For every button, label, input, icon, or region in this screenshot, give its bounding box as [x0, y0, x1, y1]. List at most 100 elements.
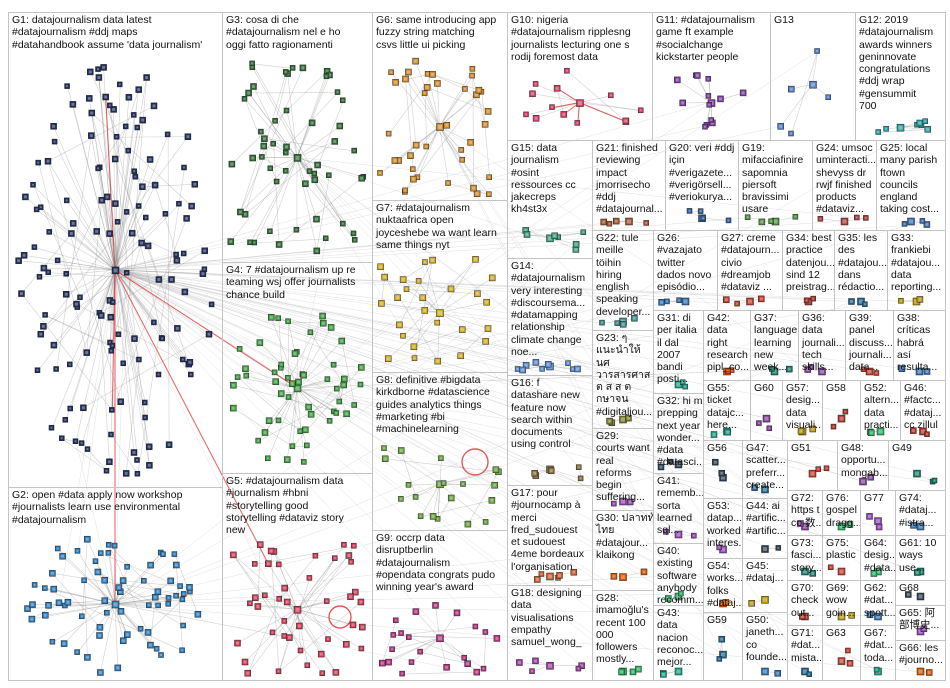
node-avatar-highlight: [43, 613, 47, 617]
edge: [296, 157, 356, 241]
node-avatar-highlight: [313, 178, 317, 182]
group-label: G57: desig... data visuali...: [783, 381, 822, 431]
edge: [384, 448, 440, 485]
group-label-line: G73:: [791, 537, 814, 549]
node-avatar-highlight: [273, 371, 276, 374]
node-avatar-highlight: [546, 362, 550, 366]
node-avatar-highlight: [632, 316, 636, 320]
node: [234, 639, 241, 647]
node: [874, 612, 882, 621]
node: [473, 668, 481, 676]
node-avatar-highlight: [185, 216, 189, 220]
node: [758, 218, 766, 226]
node-avatar-highlight: [776, 671, 780, 675]
group-box-g75: G75: plastic: [822, 535, 861, 581]
node: [381, 455, 389, 463]
group-label-line: #dataj...: [746, 572, 784, 585]
edge: [176, 564, 183, 651]
edge: [296, 71, 328, 158]
group-label-line: G31: di: [657, 312, 691, 324]
node: [436, 634, 444, 643]
node: [267, 547, 275, 555]
node-avatar-highlight: [55, 368, 58, 370]
edge: [701, 217, 730, 222]
node: [184, 133, 192, 140]
edge: [382, 620, 397, 664]
group-label-line: G16: f: [511, 377, 540, 389]
edge: [114, 269, 190, 365]
group-label-line: #datajou...: [838, 256, 888, 269]
node: [532, 359, 540, 366]
node: [275, 241, 283, 248]
node-avatar-highlight: [66, 85, 69, 88]
edge: [76, 303, 189, 365]
edge: [233, 554, 324, 674]
edge: [437, 458, 442, 520]
group-label-line: resulta...: [897, 361, 938, 374]
group-label: G62: #dat... spott...: [861, 581, 895, 619]
node: [381, 445, 387, 451]
node: [402, 75, 409, 83]
node: [846, 521, 854, 528]
node-avatar-highlight: [471, 74, 474, 77]
node: [275, 668, 282, 675]
group-label-line: #datajournalism: [859, 26, 934, 39]
node: [285, 318, 291, 325]
node-avatar-highlight: [721, 547, 725, 552]
node: [54, 545, 61, 552]
group-label: G43: data nacion reconoc... mejor...: [654, 606, 703, 668]
node-avatar-highlight: [305, 444, 308, 447]
node: [117, 608, 125, 615]
node: [297, 428, 303, 435]
node-avatar-highlight: [310, 121, 314, 125]
edge: [262, 157, 287, 172]
group-label: G59: [704, 613, 742, 626]
node-avatar-highlight: [175, 594, 178, 597]
node: [868, 429, 875, 437]
node: [317, 650, 325, 658]
group-label-line: jakecreps: [511, 191, 556, 204]
node: [282, 168, 289, 174]
edge: [439, 277, 493, 313]
node: [333, 410, 340, 416]
group-label-line: reconoc...: [657, 643, 704, 656]
edge: [24, 255, 116, 271]
group-label-line: https t: [791, 504, 820, 517]
group-label-line: products: [816, 191, 857, 204]
edge: [252, 67, 316, 180]
node: [254, 603, 262, 610]
node-avatar-highlight: [181, 649, 184, 652]
node-avatar-highlight: [38, 275, 41, 278]
node: [296, 622, 303, 630]
node-avatar-highlight: [726, 430, 730, 434]
node: [462, 86, 468, 92]
node-avatar-highlight: [30, 617, 34, 621]
node-avatar-highlight: [329, 325, 333, 329]
group-box-g17: G17: pour #journocamp à merci fred_sudouest…: [507, 485, 593, 586]
group-label-line: feature now: [511, 401, 566, 414]
edge: [114, 269, 716, 463]
node: [460, 481, 466, 487]
node-avatar-highlight: [127, 95, 131, 99]
node-avatar-highlight: [278, 597, 281, 600]
edge: [66, 200, 102, 275]
edge: [278, 601, 362, 673]
group-box-g2: G2: open #data apply now workshop #journa…: [8, 487, 223, 681]
node-avatar-highlight: [338, 124, 342, 128]
edge: [75, 441, 116, 605]
node-avatar-highlight: [60, 437, 63, 440]
edge: [439, 471, 499, 485]
edge: [296, 157, 765, 672]
node: [394, 294, 401, 301]
edge: [89, 98, 116, 270]
node-avatar-highlight: [144, 416, 147, 419]
group-label-line: story...: [791, 561, 822, 574]
node: [124, 631, 131, 638]
node-avatar-highlight: [170, 278, 173, 281]
node-avatar-highlight: [74, 440, 77, 443]
node-avatar-highlight: [246, 671, 250, 675]
node-avatar-highlight: [35, 208, 38, 211]
group-label-line: G41:: [657, 475, 680, 487]
node-avatar-highlight: [291, 445, 294, 448]
node: [261, 135, 268, 142]
